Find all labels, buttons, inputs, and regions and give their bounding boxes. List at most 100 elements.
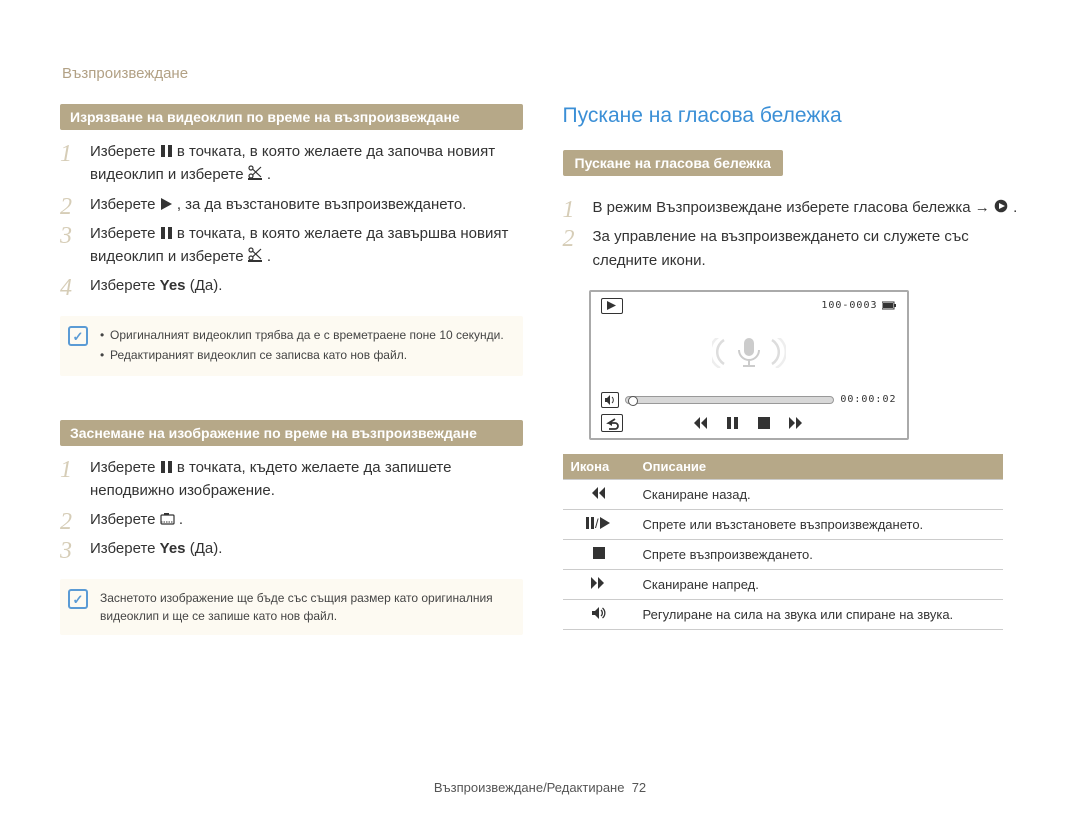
stop-button[interactable] xyxy=(757,416,771,430)
steps-capture: Изберете в точката, където желаете да за… xyxy=(60,456,523,561)
note-text: Заснетото изображение ще бъде със същия … xyxy=(100,589,511,625)
note-item: Редактираният видеоклип се записва като … xyxy=(100,346,511,364)
icon-description-table: Икона Описание Сканиране назад. Спрете и… xyxy=(563,454,1003,630)
progress-row: 00:00:02 xyxy=(601,392,897,408)
volume-icon xyxy=(591,606,607,620)
note-icon: ✓ xyxy=(68,326,88,346)
sound-waves-left-icon xyxy=(712,338,728,368)
text: Изберете xyxy=(90,225,160,242)
page-footer: Възпроизвеждане/Редактиране 72 xyxy=(0,780,1080,795)
cell-desc: Сканиране напред. xyxy=(635,569,1003,599)
table-head-icon: Икона xyxy=(563,454,635,480)
note-icon: ✓ xyxy=(68,589,88,609)
steps-trim: Изберете в точката, в която желаете да з… xyxy=(60,140,523,298)
scissors-icon xyxy=(248,247,263,263)
step-2: Изберете . xyxy=(60,508,523,531)
device-screen: 100-0003 00:00:02 xyxy=(589,290,909,440)
text: (Да). xyxy=(190,277,223,294)
volume-button[interactable] xyxy=(601,392,619,408)
step-3: Изберете в точката, в която желаете да з… xyxy=(60,222,523,269)
text: , за да възстановите възпроизвеждането. xyxy=(177,196,467,213)
footer-text: Възпроизвеждане/Редактиране xyxy=(434,780,625,795)
text: . xyxy=(267,248,271,265)
step-2: Изберете , за да възстановите възпроизве… xyxy=(60,193,523,216)
play-icon xyxy=(160,197,173,211)
pause-play-icon xyxy=(586,516,611,530)
text: Изберете xyxy=(90,511,160,528)
cell-icon xyxy=(563,479,635,509)
table-head-desc: Описание xyxy=(635,454,1003,480)
forward-icon xyxy=(591,576,606,590)
table-row: Регулиране на сила на звука или спиране … xyxy=(563,599,1003,629)
cell-icon xyxy=(563,509,635,539)
pause-icon xyxy=(160,144,173,158)
cell-icon xyxy=(563,599,635,629)
text: (Да). xyxy=(190,540,223,557)
page-number: 72 xyxy=(632,780,646,795)
file-id: 100-0003 xyxy=(821,300,877,311)
left-column: Изрязване на видеоклип по време на възпр… xyxy=(60,104,523,659)
play-circle-icon xyxy=(994,199,1009,214)
text: В режим Възпроизвеждане изберете гласова… xyxy=(593,199,994,216)
stop-icon xyxy=(592,546,606,560)
steps-voice: В режим Възпроизвеждане изберете гласова… xyxy=(563,196,1026,272)
sound-waves-right-icon xyxy=(770,338,786,368)
note-box: ✓ Оригиналният видеоклип трябва да е с в… xyxy=(60,316,523,376)
rewind-icon xyxy=(591,486,606,500)
text: Изберете xyxy=(90,277,160,294)
step-4: Изберете Yes (Да). xyxy=(60,274,523,297)
microphone-icon xyxy=(734,336,764,370)
breadcrumb: Възпроизвеждане xyxy=(60,65,1025,82)
cell-desc: Сканиране назад. xyxy=(635,479,1003,509)
step-2: За управление на възпроизвеждането си сл… xyxy=(563,225,1026,272)
screen-top-bar: 100-0003 xyxy=(601,298,897,314)
heading-voice-memo: Пускане на гласова бележка xyxy=(563,104,1026,128)
text: Изберете xyxy=(90,540,160,557)
back-button[interactable] xyxy=(601,414,623,432)
playback-mode-icon xyxy=(601,298,623,314)
status-right: 100-0003 xyxy=(821,300,896,311)
text: Изберете xyxy=(90,143,160,160)
two-column-layout: Изрязване на видеоклип по време на възпр… xyxy=(60,104,1025,659)
battery-icon xyxy=(882,301,897,310)
step-1: В режим Възпроизвеждане изберете гласова… xyxy=(563,196,1026,219)
progress-bar[interactable] xyxy=(625,396,835,404)
step-1: Изберете в точката, в която желаете да з… xyxy=(60,140,523,187)
cell-desc: Спрете или възстановете възпроизвежданет… xyxy=(635,509,1003,539)
note-box: ✓ Заснетото изображение ще бъде със същи… xyxy=(60,579,523,635)
pause-icon xyxy=(160,226,173,240)
text: . xyxy=(267,166,271,183)
section-header-trim: Изрязване на видеоклип по време на възпр… xyxy=(60,104,523,130)
text: Изберете xyxy=(90,459,160,476)
text-bold: Yes xyxy=(160,277,186,294)
text: . xyxy=(179,511,183,528)
cell-icon xyxy=(563,539,635,569)
time-counter: 00:00:02 xyxy=(840,394,896,405)
page-root: Възпроизвеждане Изрязване на видеоклип п… xyxy=(0,0,1080,659)
text: Изберете xyxy=(90,196,160,213)
screen-bottom-bar xyxy=(601,414,897,432)
text: За управление на възпроизвеждането си сл… xyxy=(593,228,969,268)
table-row: Сканиране назад. xyxy=(563,479,1003,509)
right-column: Пускане на гласова бележка Пускане на гл… xyxy=(563,104,1026,659)
cell-desc: Спрете възпроизвеждането. xyxy=(635,539,1003,569)
text-bold: Yes xyxy=(160,540,186,557)
section-header-voice: Пускане на гласова бележка xyxy=(563,150,783,176)
table-row: Сканиране напред. xyxy=(563,569,1003,599)
note-item: Оригиналният видеоклип трябва да е с вре… xyxy=(100,326,511,344)
playback-controls xyxy=(623,416,875,430)
rewind-button[interactable] xyxy=(693,416,708,430)
table-row: Спрете или възстановете възпроизвежданет… xyxy=(563,509,1003,539)
cell-desc: Регулиране на сила на звука или спиране … xyxy=(635,599,1003,629)
scissors-icon xyxy=(248,165,263,181)
pause-button[interactable] xyxy=(726,416,739,430)
step-1: Изберете в точката, където желаете да за… xyxy=(60,456,523,503)
forward-button[interactable] xyxy=(789,416,804,430)
mic-visual xyxy=(601,318,897,388)
section-header-capture: Заснемане на изображение по време на въз… xyxy=(60,420,523,446)
step-3: Изберете Yes (Да). xyxy=(60,537,523,560)
capture-icon xyxy=(160,512,175,526)
table-row: Спрете възпроизвеждането. xyxy=(563,539,1003,569)
cell-icon xyxy=(563,569,635,599)
pause-icon xyxy=(160,460,173,474)
